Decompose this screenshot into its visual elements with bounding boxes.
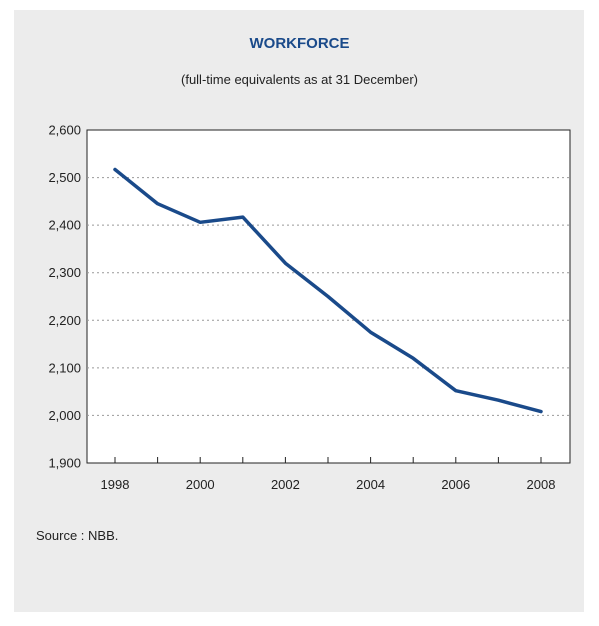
source-note: Source : NBB. [36, 528, 119, 543]
x-tick-label: 1998 [101, 477, 130, 492]
series-line [113, 167, 543, 414]
gridlines [87, 177, 570, 416]
chart-title: WORKFORCE [249, 35, 350, 52]
y-tick-label: 2,600 [48, 123, 81, 138]
y-tick-label: 2,500 [48, 170, 81, 185]
y-tick-label: 1,900 [48, 456, 81, 471]
y-tick-label: 2,400 [48, 218, 81, 233]
y-tick-label: 2,000 [48, 408, 81, 423]
y-tick-label: 2,200 [48, 313, 81, 328]
x-tick-label: 2008 [527, 477, 556, 492]
x-tick-label: 2004 [356, 477, 385, 492]
x-axis: 1998 2000 2002 2004 2006 2008 [101, 457, 556, 492]
chart-subtitle: (full-time equivalents as at 31 December… [181, 72, 418, 87]
x-tick-label: 2006 [441, 477, 470, 492]
y-axis: 1,900 2,000 2,100 2,200 2,300 2,400 2,500 2,600 [48, 123, 81, 471]
y-tick-label: 2,100 [48, 360, 81, 375]
x-tick-label: 2000 [186, 477, 215, 492]
x-tick-label: 2002 [271, 477, 300, 492]
y-tick-label: 2,300 [48, 265, 81, 280]
